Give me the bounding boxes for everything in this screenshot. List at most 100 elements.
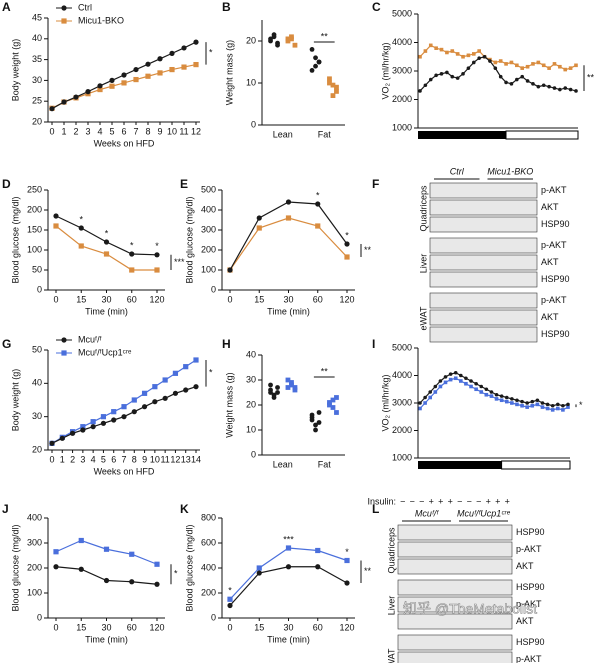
data-point	[316, 410, 322, 415]
y-tick-label: 400	[201, 204, 216, 214]
x-tick-label: Fat	[318, 129, 332, 139]
y-tick-label: 3000	[392, 65, 412, 75]
panel-label: L	[372, 502, 379, 516]
series-line	[419, 56, 577, 92]
data-point	[313, 427, 318, 433]
y-tick-label: 30	[32, 75, 42, 85]
data-point	[330, 82, 336, 88]
significance: **	[321, 31, 329, 41]
legend-label: Ctrl	[78, 2, 92, 12]
x-tick-label: 3	[85, 126, 90, 136]
blot-strip	[397, 558, 513, 575]
blot-strip	[429, 199, 538, 216]
group-label: Micu1-BKO	[487, 166, 533, 176]
x-tick-label: 60	[313, 622, 323, 632]
y-tick-label: 400	[201, 562, 216, 572]
series-line	[55, 566, 158, 585]
axes	[47, 518, 165, 619]
x-tick-label: 60	[127, 622, 137, 632]
watermark: 知乎 @TheMetabolist	[403, 601, 537, 617]
x-tick-label: 8	[145, 126, 150, 136]
series-line	[55, 225, 157, 271]
tissue-label: eWAT	[386, 648, 396, 663]
x-tick-label: Lean	[273, 129, 293, 139]
treatment: +	[495, 496, 500, 506]
treatment: +	[505, 496, 510, 506]
y-tick-label: 35	[32, 54, 42, 64]
data-point	[313, 422, 318, 428]
data-point	[275, 42, 280, 48]
significance: *	[174, 569, 178, 579]
data-point	[330, 93, 336, 98]
data-point	[316, 420, 322, 425]
treatment: −	[400, 496, 405, 506]
x-tick-label: 7	[133, 126, 138, 136]
y-tick-label: 100	[27, 587, 42, 597]
y-tick-label: 500	[201, 184, 216, 194]
y-axis-title: Blood glucose (mg/dl)	[10, 524, 20, 611]
x-axis-title: Time (min)	[85, 306, 128, 316]
x-tick-label: 14	[191, 454, 201, 464]
panel-label: I	[372, 337, 375, 351]
x-tick-label: 1	[61, 126, 66, 136]
x-tick-label: 30	[283, 622, 293, 632]
x-axis-title: Time (min)	[267, 634, 310, 644]
x-tick-label: 5	[101, 454, 106, 464]
x-tick-label: 2	[70, 454, 75, 464]
x-tick-label: 1	[60, 454, 65, 464]
y-tick-label: 5000	[392, 8, 412, 18]
x-tick-label: 8	[132, 454, 137, 464]
panel-label: B	[222, 0, 231, 14]
axes	[221, 518, 355, 619]
x-tick-label: 4	[91, 454, 96, 464]
y-tick-label: 300	[201, 224, 216, 234]
row-label: p-AKT	[541, 185, 567, 195]
y-tick-label: 20	[246, 399, 256, 409]
blot-strip	[429, 254, 538, 271]
series-line	[419, 372, 569, 407]
y-axis-title: Body weight (g)	[10, 39, 20, 102]
y-axis-title: Weight mass (g)	[224, 40, 234, 105]
blot-strip	[429, 237, 538, 254]
y-tick-label: 600	[201, 537, 216, 547]
y-tick-label: 150	[27, 224, 42, 234]
point-label: *	[345, 230, 349, 240]
y-tick-label: 1000	[392, 452, 412, 462]
series-line	[51, 386, 197, 444]
blot-strip	[429, 292, 538, 309]
y-tick-label: 40	[32, 33, 42, 43]
row-label: p-AKT	[541, 295, 567, 305]
x-tick-label: 120	[149, 294, 164, 304]
data-point	[289, 382, 294, 388]
point-label: *	[79, 214, 83, 224]
blot-strip	[429, 216, 538, 233]
axes	[417, 14, 578, 129]
tissue-label: Quadriceps	[418, 185, 428, 232]
row-label: AKT	[516, 561, 534, 571]
group-label: Mcuᶠ/ᶠ	[415, 508, 439, 518]
group-label: Mcuᶠ/ᶠUcp1ᶜʳᵉ	[457, 508, 510, 518]
data-point	[271, 34, 277, 40]
x-tick-label: 15	[254, 622, 264, 632]
x-tick-label: 11	[160, 454, 169, 464]
significance: *	[209, 48, 213, 58]
panel-label: E	[180, 177, 188, 191]
row-label: p-AKT	[516, 654, 542, 663]
data-point	[309, 415, 315, 420]
dark-phase	[418, 131, 506, 139]
blot-strip	[397, 651, 513, 663]
x-tick-label: 15	[76, 622, 86, 632]
y-tick-label: 0	[37, 612, 42, 622]
group-label: Ctrl	[450, 166, 465, 176]
data-point	[285, 385, 291, 390]
y-tick-label: 200	[27, 562, 42, 572]
panel-label: D	[2, 177, 11, 191]
y-tick-label: 20	[32, 116, 42, 126]
y-tick-label: 45	[32, 12, 42, 22]
treatment: −	[410, 496, 415, 506]
blot-strip	[397, 596, 513, 613]
panel-label: H	[222, 337, 231, 351]
data-point	[334, 89, 339, 94]
blot-strip	[397, 634, 513, 651]
tissue-label: eWAT	[418, 306, 428, 331]
